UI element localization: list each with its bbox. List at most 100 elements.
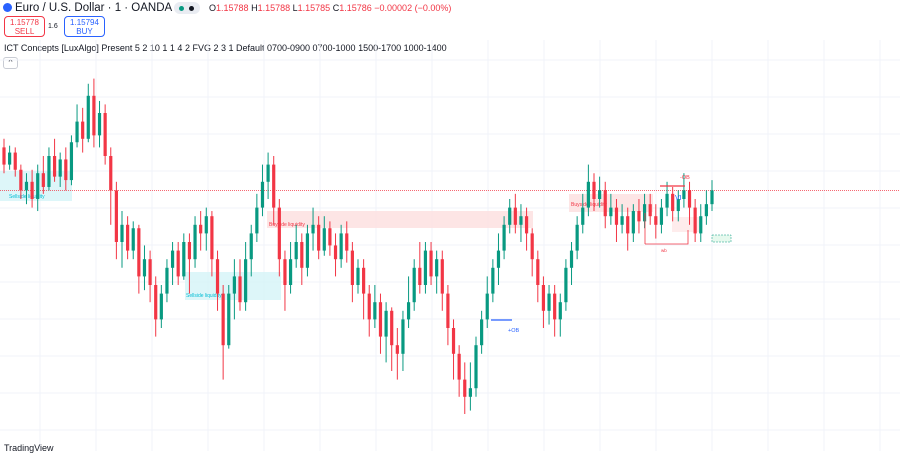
- candle-body: [491, 267, 495, 294]
- candle-body: [598, 190, 602, 199]
- candle-body: [266, 164, 270, 182]
- candle-body: [75, 121, 79, 143]
- candle-body: [648, 204, 652, 217]
- candle-body: [435, 259, 439, 277]
- fvg-zone: [672, 217, 700, 232]
- structure-line: [645, 230, 689, 245]
- candle-body: [699, 216, 703, 234]
- candle-body: [311, 224, 315, 234]
- candle-body: [120, 224, 124, 242]
- data-dot-icon: [189, 6, 194, 11]
- candle-body: [485, 293, 489, 320]
- candle-body: [210, 216, 214, 260]
- candle-body: [300, 242, 304, 268]
- indicator-legend[interactable]: ICT Concepts [LuxAlgo] Present 5 2 10 1 …: [4, 43, 447, 53]
- candle-body: [36, 173, 40, 199]
- candle-body: [659, 207, 664, 225]
- candle-body: [30, 181, 34, 199]
- ohlc-close: 1.15786: [339, 3, 372, 13]
- candle-body: [620, 216, 624, 225]
- candle-body: [159, 293, 163, 320]
- candle-body: [564, 267, 568, 303]
- candle-body: [154, 285, 158, 320]
- candle-body: [58, 159, 62, 177]
- candle-body: [603, 190, 607, 217]
- buy-button[interactable]: 1.15794 BUY: [64, 16, 105, 37]
- candle-body: [317, 224, 321, 251]
- candle-body: [305, 233, 310, 268]
- candle-body: [2, 147, 6, 165]
- candle-body: [406, 302, 411, 320]
- candle-body: [126, 224, 130, 251]
- candle-body: [390, 310, 394, 346]
- candle-body: [187, 242, 192, 260]
- candle-body: [502, 224, 506, 251]
- candle-body: [232, 276, 236, 294]
- candle-body: [468, 388, 472, 397]
- market-open-dot-icon: [179, 6, 184, 11]
- candle-body: [249, 233, 253, 260]
- candle-body: [682, 190, 686, 199]
- candle-body: [541, 285, 546, 311]
- candle-body: [148, 259, 152, 285]
- spread-value: 1.6: [48, 23, 58, 30]
- sell-price: 1.15778: [10, 18, 39, 27]
- candle-body: [474, 345, 478, 389]
- candle-body: [227, 293, 231, 346]
- wb-label: wb: [661, 248, 667, 253]
- candle-body: [418, 267, 422, 285]
- candle-body: [451, 328, 456, 354]
- candle-body: [69, 142, 74, 181]
- candle-body: [182, 242, 186, 277]
- candle-body: [41, 173, 45, 187]
- ohlc-low: 1.15785: [297, 3, 331, 13]
- candle-body: [586, 181, 590, 208]
- ohlc-high: 1.15788: [257, 3, 291, 13]
- candle-body: [362, 267, 366, 294]
- candle-body: [558, 302, 562, 320]
- candle-body: [199, 224, 203, 234]
- vi-label: VI: [675, 195, 682, 202]
- candle-body: [496, 250, 501, 268]
- candle-body: [97, 113, 102, 136]
- candle-body: [508, 207, 512, 225]
- candle-body: [642, 204, 647, 222]
- candle-body: [671, 193, 675, 212]
- chevron-up-icon[interactable]: ⌃: [3, 57, 18, 69]
- candle-body: [536, 259, 540, 285]
- sellside-liquidity-label-1: Sellside liquidity: [9, 194, 45, 200]
- candle-body: [64, 159, 68, 181]
- candle-body: [176, 250, 180, 277]
- candle-body: [8, 152, 12, 165]
- candle-body: [373, 302, 377, 320]
- candle-body: [676, 199, 680, 212]
- ohlc-high-label: H: [251, 3, 258, 13]
- candle-body: [193, 224, 197, 260]
- candle-body: [614, 207, 619, 225]
- candle-body: [294, 242, 298, 260]
- candle-body: [114, 190, 118, 242]
- candle-body: [693, 207, 697, 234]
- candle-body: [547, 293, 551, 311]
- candle-body: [710, 190, 714, 205]
- candle-body: [92, 95, 96, 136]
- candle-body: [260, 181, 265, 208]
- candle-body: [530, 233, 534, 260]
- market-status-icon[interactable]: [174, 2, 200, 14]
- candle-body: [328, 228, 332, 246]
- ohlc-readout: O1.15788 H1.15788 L1.15785 C1.15786 −0.0…: [209, 3, 451, 13]
- candle-body: [333, 245, 338, 260]
- symbol-title[interactable]: Euro / U.S. Dollar · 1 · OANDA: [15, 2, 173, 14]
- buy-price: 1.15794: [70, 18, 99, 27]
- candle-body: [513, 207, 517, 225]
- candle-body: [350, 250, 354, 285]
- sell-button[interactable]: 1.15778 SELL: [4, 16, 45, 37]
- candle-body: [665, 193, 669, 208]
- ohlc-open-label: O: [209, 3, 217, 13]
- candle-body: [654, 216, 658, 225]
- candle-body: [165, 267, 169, 294]
- candle-body: [637, 211, 641, 222]
- candle-body: [137, 228, 141, 277]
- bullish-ob-label: +OB: [508, 328, 519, 334]
